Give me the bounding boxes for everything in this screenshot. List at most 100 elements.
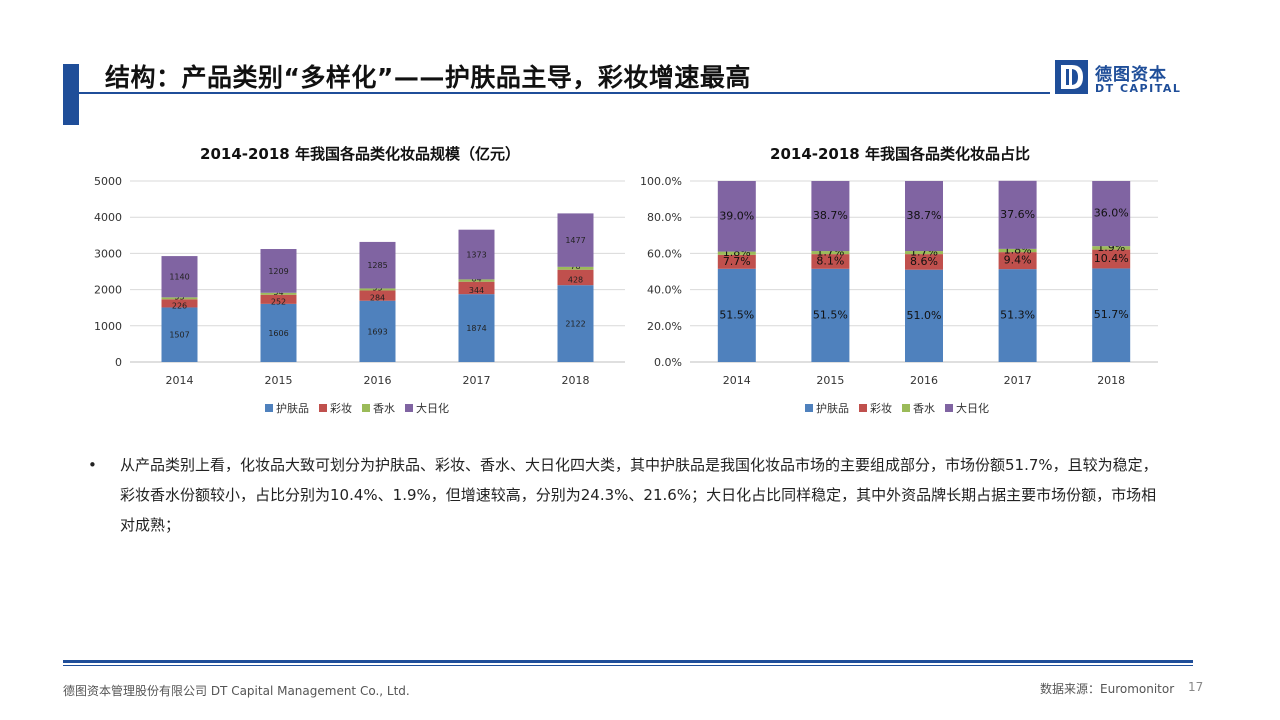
legend-swatch xyxy=(859,404,867,412)
bar-segment xyxy=(717,181,756,252)
data-label: 1693 xyxy=(367,327,387,336)
bar-segment xyxy=(161,299,198,308)
x-tick-label: 2014 xyxy=(166,374,194,387)
data-label: 51.5% xyxy=(813,308,848,321)
bar-segment xyxy=(998,248,1037,253)
bar-segment xyxy=(811,268,850,362)
bar-segment xyxy=(811,181,850,252)
data-label: 37.6% xyxy=(1000,208,1035,221)
data-label: 1373 xyxy=(466,251,486,260)
bar-segment xyxy=(998,180,1037,249)
y-tick-label: 4000 xyxy=(94,211,122,224)
data-label: 36.0% xyxy=(1094,207,1129,220)
data-label: 1209 xyxy=(268,267,288,276)
data-label: 9.4% xyxy=(1004,254,1032,267)
y-tick-label: 40.0% xyxy=(647,284,682,297)
y-tick-label: 100.0% xyxy=(640,175,682,188)
data-label: 1507 xyxy=(169,331,189,340)
footer-divider xyxy=(63,660,1193,663)
data-label: 38.7% xyxy=(907,209,942,222)
bar-segment xyxy=(998,269,1037,362)
bar-segment xyxy=(161,307,198,362)
y-tick-label: 0.0% xyxy=(654,356,682,369)
bar-segment xyxy=(458,294,495,362)
bar-segment xyxy=(359,288,396,291)
title-accent-bar xyxy=(63,64,79,125)
x-tick-label: 2016 xyxy=(910,374,938,387)
y-tick-label: 2000 xyxy=(94,284,122,297)
data-label: 1606 xyxy=(268,329,288,338)
bullet-mark: • xyxy=(88,456,97,474)
bar-segment xyxy=(811,254,850,269)
bar-segment xyxy=(1092,246,1131,250)
data-label: 226 xyxy=(172,301,187,310)
dt-logo-icon xyxy=(1055,60,1088,94)
bar-segment xyxy=(998,252,1037,270)
legend-swatch xyxy=(945,404,953,412)
y-tick-label: 5000 xyxy=(94,175,122,188)
chart-left-stacked-bar: 0100020003000400050001507226531140201416… xyxy=(94,175,625,415)
bar-segment xyxy=(905,269,943,362)
bar-segment xyxy=(557,269,594,286)
bullet-text: 从产品类别上看，化妆品大致可划分为护肤品、彩妆、香水、大日化四大类，其中护肤品是… xyxy=(120,456,1158,534)
bar-segment xyxy=(905,254,943,270)
bar-segment xyxy=(458,279,495,282)
legend-swatch xyxy=(265,404,273,412)
title-underline xyxy=(79,92,1050,94)
bar-segment xyxy=(458,229,495,280)
legend-swatch xyxy=(805,404,813,412)
y-tick-label: 0 xyxy=(115,356,122,369)
x-tick-label: 2016 xyxy=(364,374,392,387)
bar-segment xyxy=(260,249,297,293)
data-label: 8.6% xyxy=(910,255,938,268)
legend-label: 香水 xyxy=(913,402,935,415)
bar-segment xyxy=(905,251,943,255)
y-tick-label: 1000 xyxy=(94,320,122,333)
x-tick-label: 2017 xyxy=(463,374,491,387)
data-label: 284 xyxy=(370,294,385,303)
bar-segment xyxy=(359,300,396,362)
data-label: 1140 xyxy=(169,273,189,282)
data-label: 428 xyxy=(568,275,583,284)
legend-swatch xyxy=(362,404,370,412)
data-label: 51.7% xyxy=(1094,308,1129,321)
bar-segment xyxy=(905,181,943,252)
legend-swatch xyxy=(319,404,327,412)
legend-swatch xyxy=(902,404,910,412)
y-tick-label: 3000 xyxy=(94,247,122,260)
page-number: 17 xyxy=(1188,680,1204,694)
data-label: 1285 xyxy=(367,261,387,270)
y-tick-label: 60.0% xyxy=(647,247,682,260)
bar-segment xyxy=(1092,181,1131,247)
dt-capital-logo: 德图资本 DT CAPITAL xyxy=(1055,60,1180,96)
legend-label: 香水 xyxy=(373,402,395,415)
bar-segment xyxy=(811,251,850,255)
data-label: 39.0% xyxy=(719,209,754,222)
data-label: 51.3% xyxy=(1000,309,1035,322)
bar-segment xyxy=(717,251,756,255)
chart-right-title: 2014-2018 年我国各品类化妆品占比 xyxy=(770,145,1030,163)
bar-segment xyxy=(359,241,396,289)
legend-label: 大日化 xyxy=(956,401,989,415)
logo-cn-text: 德图资本 xyxy=(1095,65,1167,85)
x-tick-label: 2015 xyxy=(265,374,293,387)
bar-segment xyxy=(359,290,396,301)
bar-segment xyxy=(161,297,198,300)
data-label: 7.7% xyxy=(723,255,751,268)
legend-label: 大日化 xyxy=(416,401,449,415)
page-title: 结构：产品类别“多样化”——护肤品主导，彩妆增速最高 xyxy=(105,63,751,92)
footer-company: 德图资本管理股份有限公司 DT Capital Management Co., … xyxy=(63,684,410,698)
legend-label: 护肤品 xyxy=(816,401,849,415)
bar-segment xyxy=(1092,268,1131,362)
data-label: 51.0% xyxy=(907,309,942,322)
bar-segment xyxy=(557,213,594,267)
data-label: 10.4% xyxy=(1094,252,1129,265)
footer-source: 数据来源：Euromonitor xyxy=(1040,682,1175,696)
x-tick-label: 2018 xyxy=(562,374,590,387)
bar-segment xyxy=(458,281,495,295)
data-label: 38.7% xyxy=(813,209,848,222)
bar-segment xyxy=(161,256,198,298)
chart-left-title: 2014-2018 年我国各品类化妆品规模（亿元） xyxy=(200,145,520,163)
data-label: 2122 xyxy=(565,320,585,329)
legend-label: 彩妆 xyxy=(870,402,892,415)
